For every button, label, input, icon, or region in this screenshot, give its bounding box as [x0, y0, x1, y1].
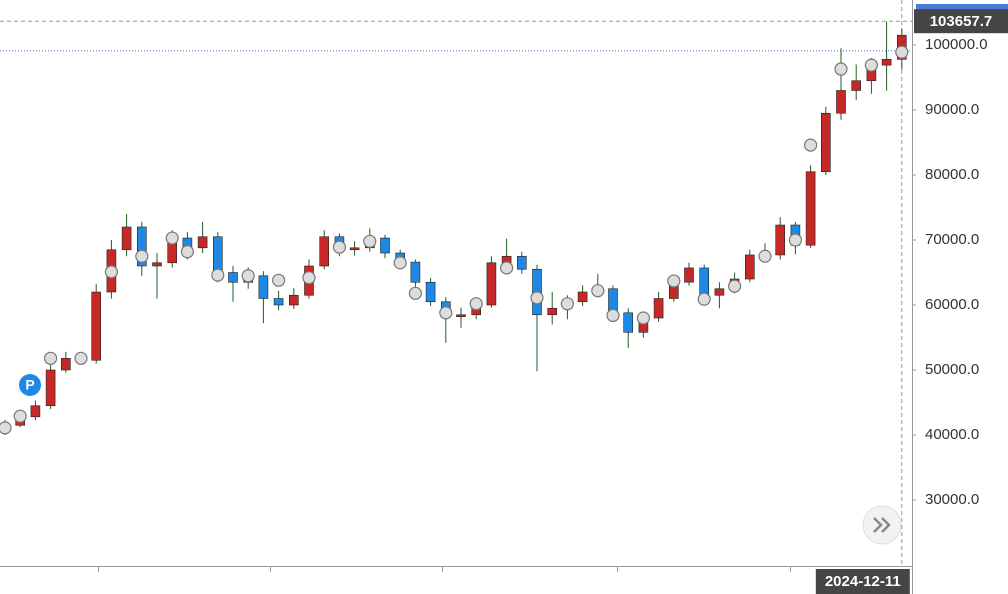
- marker: [758, 249, 772, 263]
- candle-body: [288, 294, 299, 306]
- marker: [332, 240, 346, 254]
- candle-body: [410, 261, 421, 283]
- marker: [165, 231, 179, 245]
- marker: [363, 234, 377, 248]
- marker: [864, 58, 879, 72]
- pin-label: P: [25, 377, 34, 393]
- candle-body: [137, 226, 147, 267]
- marker: [74, 351, 88, 365]
- candle-body: [881, 58, 892, 66]
- candle-body: [820, 112, 831, 173]
- marker: [697, 292, 711, 306]
- candle-body: [456, 314, 466, 318]
- marker: [500, 261, 514, 275]
- candle-body: [516, 255, 527, 270]
- y-tick-label: 100000.0: [925, 36, 988, 53]
- marker: [104, 265, 119, 279]
- date-label: 2024-12-11: [825, 573, 901, 590]
- marker: [393, 256, 407, 270]
- candle-body: [547, 307, 558, 316]
- candle-body: [425, 281, 436, 303]
- marker: [272, 273, 286, 287]
- scroll-button[interactable]: [862, 505, 902, 545]
- scroll-icon[interactable]: [873, 517, 891, 533]
- marker: [13, 409, 27, 423]
- candle-body: [699, 267, 710, 296]
- candle-body: [805, 171, 816, 246]
- candle-body: [775, 224, 786, 256]
- marker: [667, 274, 681, 288]
- y-tick-label: 70000.0: [925, 231, 979, 248]
- candle-body: [486, 262, 497, 306]
- candle-body: [714, 288, 725, 296]
- candles: [0, 21, 907, 436]
- marker: [530, 291, 544, 305]
- marker: [0, 421, 12, 435]
- last-price-label: 103657.7: [930, 13, 993, 30]
- candle-body: [30, 405, 41, 418]
- marker: [895, 45, 909, 59]
- marker: [469, 297, 483, 311]
- candle-body: [258, 275, 269, 299]
- marker: [803, 138, 818, 152]
- candle-body: [851, 80, 862, 91]
- marker: [43, 351, 58, 365]
- time-axis-ticks: [98, 566, 791, 572]
- marker: [606, 308, 620, 323]
- marker: [591, 284, 605, 298]
- marker: [834, 62, 848, 76]
- y-tick-label: 40000.0: [925, 426, 979, 443]
- marker: [302, 271, 316, 285]
- marker: [408, 286, 422, 300]
- candle-body: [319, 236, 330, 267]
- pin-circle: [19, 374, 41, 396]
- marker: [241, 269, 255, 283]
- candle-body: [684, 267, 694, 283]
- y-tick-label: 30000.0: [925, 491, 979, 508]
- y-tick-label: 80000.0: [925, 166, 979, 183]
- candle-body: [577, 291, 588, 303]
- marker: [439, 306, 453, 320]
- axis-highlight: [916, 4, 1008, 10]
- candle-body: [653, 298, 664, 319]
- candle-body: [213, 236, 223, 273]
- candle-body: [623, 312, 634, 333]
- y-tick-label: 50000.0: [925, 361, 979, 378]
- candle-body: [349, 247, 360, 251]
- candle-body: [380, 237, 390, 254]
- date-box: [815, 569, 910, 594]
- marker: [560, 297, 575, 311]
- y-tick-label: 60000.0: [925, 296, 979, 313]
- candle-body: [60, 358, 71, 371]
- candle-body: [836, 90, 846, 114]
- candle-body: [121, 226, 132, 251]
- candle-body: [228, 272, 238, 283]
- candle-body: [152, 262, 162, 267]
- marker: [180, 245, 194, 259]
- marker: [636, 311, 651, 325]
- candle-body: [197, 236, 208, 249]
- candle-body: [45, 369, 56, 407]
- candle-body: [744, 254, 755, 280]
- marker: [788, 233, 803, 247]
- marker: [727, 279, 742, 293]
- last-price-box: [914, 9, 1008, 34]
- candle-body: [91, 291, 101, 361]
- candle-body: [273, 298, 284, 306]
- y-tick-label: 90000.0: [925, 101, 979, 118]
- marker: [211, 268, 225, 282]
- pin[interactable]: P: [19, 374, 41, 396]
- marker: [135, 249, 149, 263]
